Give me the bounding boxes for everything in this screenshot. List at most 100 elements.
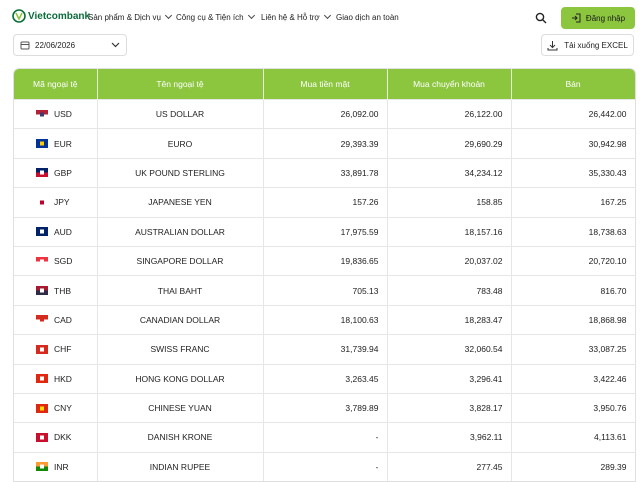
rate-cell: 3,263.45 [263,363,388,394]
table-row: AUD AUSTRALIAN DOLLAR 17,975.59 18,157.16 18… [14,216,635,247]
rate-cell: 26,122.00 [387,98,512,129]
table-row: EUR EURO 29,393.39 29,690.29 30,942.98 [14,128,635,159]
rate-cell: 20,720.10 [511,245,635,276]
rate-cell: 31,739.94 [263,334,388,365]
header-row: Mã ngoại tệ Tên ngoại tệ Mua tiền mặt Mua c… [14,69,635,100]
table-row: USD US DOLLAR 26,092.00 26,122.00 26,442.00 [14,98,635,129]
rate-cell: 3,828.17 [387,392,512,423]
table-row: CAD CANADIAN DOLLAR 18,100.63 18,283.47 18,8… [14,304,635,335]
flag [36,374,48,384]
rate-cell: 3,962.11 [387,422,512,453]
rate-cell: - [263,422,388,453]
currency-name: CHINESE YUAN [97,392,264,423]
rate-cell: 20,037.02 [387,245,512,276]
download-label: Tải xuống EXCEL [564,40,628,50]
table-row: CHF SWISS FRANC 31,739.94 32,060.54 33,087.2… [14,334,635,365]
code-wrap: HKD [22,374,89,384]
flag [36,139,48,149]
rate-cell: 33,087.25 [511,334,635,365]
currency-name: SINGAPORE DOLLAR [97,245,264,276]
code-text: INR [54,461,69,472]
rate-cell: 3,422.46 [511,363,635,394]
currency-code: THB [14,275,98,306]
nav-item[interactable]: Sản phẩm & Dịch vụ [88,13,171,22]
code-text: THB [54,285,71,296]
search-icon [535,12,547,24]
code-text: EUR [54,138,72,149]
login-button[interactable]: Đăng nhập [561,7,635,29]
rate-cell: 277.45 [387,451,512,482]
rate-cell: 26,442.00 [511,98,635,129]
currency-code: CHF [14,334,98,365]
currency-code: USD [14,98,98,129]
header: Vietcombank Sản phẩm & Dịch vụ Công cụ &… [0,0,640,34]
rate-cell: 3,789.89 [263,392,388,423]
currency-code: HKD [14,363,98,394]
code-wrap: GBP [22,168,89,178]
rate-cell: - [263,451,388,482]
code-wrap: USD [22,109,89,119]
currency-name: SWISS FRANC [97,334,264,365]
rate-cell: 18,868.98 [511,304,635,335]
table-row: INR INDIAN RUPEE -277.45 289.39 [14,451,635,482]
rate-cell: 19,836.65 [263,245,388,276]
code-text: JPY [54,197,70,208]
search-button[interactable] [530,7,552,29]
nav-item[interactable]: Liên hệ & Hỗ trợ [261,13,330,22]
flag [36,344,48,354]
table: Mã ngoại tệ Tên ngoại tệ Mua tiền mặt Mua c… [14,69,635,482]
rate-cell: 29,690.29 [387,128,512,159]
currency-code: DKK [14,422,98,453]
rate-cell: 18,100.63 [263,304,388,335]
code-wrap: CHF [22,344,89,354]
code-wrap: INR [22,462,89,472]
download-button[interactable]: Tải xuống EXCEL [541,34,634,56]
date-picker[interactable]: 22/06/2026 [13,34,127,56]
flag [36,286,48,296]
logo-text: Vietcombank [28,10,91,22]
rate-cell: 289.39 [511,451,635,482]
code-text: SGD [54,256,73,267]
logo-icon [12,9,26,23]
currency-name: US DOLLAR [97,98,264,129]
table-row: CNY CHINESE YUAN 3,789.89 3,828.17 3,950.76 [14,392,635,423]
nav-item[interactable]: Giao dịch an toàn [336,13,399,22]
rate-cell: 3,950.76 [511,392,635,423]
flag [36,462,48,472]
table-row: GBP UK POUND STERLING 33,891.78 34,234.12 35… [14,157,635,188]
rate-cell: 17,975.59 [263,216,388,247]
table-row: THB THAI BAHT 705.13 783.48 816.70 [14,275,635,306]
code-wrap: JPY [22,197,89,207]
calendar-icon [20,41,30,50]
code-text: CAD [54,314,72,325]
login-icon [571,13,581,23]
code-wrap: DKK [22,432,89,442]
rate-cell: 167.25 [511,187,635,218]
flag [36,227,48,237]
currency-name: HONG KONG DOLLAR [97,363,264,394]
currency-name: INDIAN RUPEE [97,451,264,482]
rate-cell: 30,942.98 [511,128,635,159]
currency-name: JAPANESE YEN [97,187,264,218]
rate-cell: 18,738.63 [511,216,635,247]
chevron [111,42,120,48]
nav-item[interactable]: Công cụ & Tiện ích [176,13,254,22]
logo[interactable]: Vietcombank [12,9,90,23]
code-wrap: EUR [22,139,89,149]
currency-code: GBP [14,157,98,188]
currency-name: UK POUND STERLING [97,157,264,188]
rate-cell: 4,113.61 [511,422,635,453]
rate-table: Mã ngoại tệ Tên ngoại tệ Mua tiền mặt Mua c… [13,68,636,482]
code-text: GBP [54,167,72,178]
column-header: Mã ngoại tệ [14,69,98,100]
flag [36,315,48,325]
column-header: Mua chuyển khoản [387,69,512,100]
code-text: CHF [54,344,72,355]
rate-cell: 18,157.16 [387,216,512,247]
currency-code: EUR [14,128,98,159]
flag [36,168,48,178]
code-text: CNY [54,403,72,414]
currency-code: INR [14,451,98,482]
rate-cell: 32,060.54 [387,334,512,365]
